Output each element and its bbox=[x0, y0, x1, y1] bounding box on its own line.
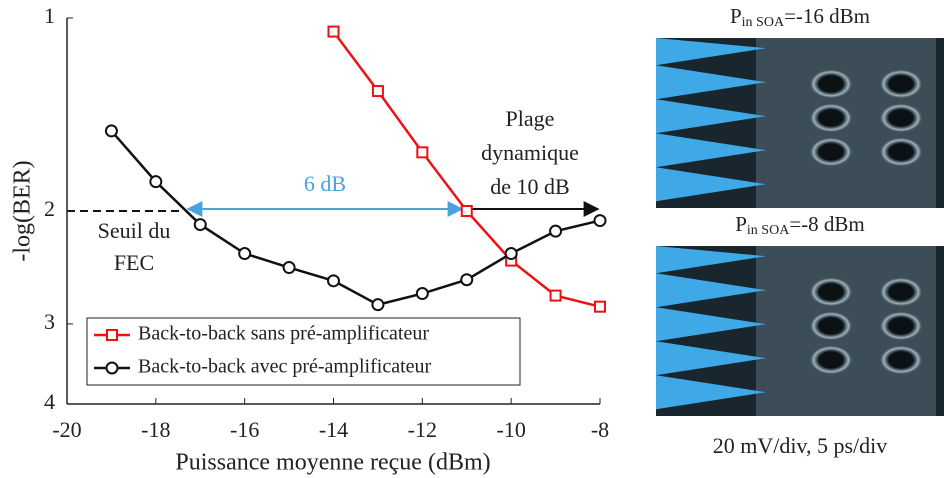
eye-trace bbox=[656, 246, 766, 410]
eye-opening bbox=[809, 68, 853, 99]
marker bbox=[504, 247, 518, 261]
y-tick-label: 2 bbox=[44, 196, 55, 221]
range-label: de 10 dB bbox=[490, 174, 569, 199]
x-tick-label: -16 bbox=[230, 417, 259, 442]
eye-trace bbox=[656, 38, 766, 202]
legend-marker bbox=[105, 361, 119, 375]
eye-opening bbox=[879, 310, 923, 341]
marker bbox=[193, 218, 207, 232]
eye-opening bbox=[879, 102, 923, 133]
marker bbox=[327, 274, 340, 288]
marker bbox=[149, 175, 163, 189]
eye-opening bbox=[809, 276, 853, 307]
y-tick-label: 3 bbox=[44, 309, 55, 334]
eye-label-part: in SOA bbox=[747, 223, 790, 238]
series-line bbox=[110, 130, 601, 307]
eye-label: Pin SOA=-8 dBm bbox=[735, 212, 865, 238]
x-tick-label: -18 bbox=[141, 417, 170, 442]
legend-box bbox=[86, 317, 521, 386]
eye-opening bbox=[809, 310, 853, 341]
marker bbox=[104, 124, 118, 138]
fec-label: FEC bbox=[114, 250, 154, 275]
eye-label-part: =-16 dBm bbox=[784, 4, 870, 28]
y-tick-label: 4 bbox=[44, 389, 55, 414]
range-label: Plage bbox=[506, 106, 555, 131]
marker bbox=[460, 273, 474, 287]
fec-label: Seuil du bbox=[98, 218, 171, 243]
x-tick-label: -10 bbox=[497, 417, 526, 442]
x-tick-label: -8 bbox=[591, 417, 609, 442]
eye-label-part: P bbox=[730, 4, 742, 28]
x-axis-label: Puissance moyenne reçue (dBm) bbox=[175, 450, 490, 476]
eye-opening bbox=[879, 136, 923, 167]
eye-label-part: in SOA bbox=[742, 15, 785, 30]
marker bbox=[416, 146, 429, 159]
marker bbox=[549, 224, 563, 238]
x-tick-label: -14 bbox=[319, 417, 348, 442]
marker bbox=[549, 289, 562, 302]
marker bbox=[282, 261, 296, 275]
marker bbox=[371, 298, 385, 312]
gap-label: 6 dB bbox=[304, 171, 346, 196]
eye-caption: 20 mV/div, 5 ps/div bbox=[713, 433, 888, 458]
plot: -20 -18 -16 -14 -12 -10 -8 1 2 3 4 bbox=[44, 3, 609, 442]
marker bbox=[594, 300, 606, 313]
eye-label-part: P bbox=[735, 212, 747, 236]
legend-marker bbox=[106, 329, 118, 341]
marker bbox=[371, 85, 384, 98]
series-line bbox=[332, 30, 601, 308]
y-axis-label: -log(BER) bbox=[10, 160, 36, 261]
eye-opening bbox=[879, 68, 923, 99]
legend-label: Back-to-back avec pré-amplificateur bbox=[138, 356, 432, 378]
marker bbox=[415, 287, 429, 301]
eye-opening bbox=[809, 102, 853, 133]
eye-opening bbox=[879, 276, 923, 307]
y-tick-label: 1 bbox=[44, 3, 55, 28]
marker bbox=[327, 25, 340, 38]
x-tick-label: -12 bbox=[408, 417, 437, 442]
marker bbox=[593, 214, 607, 228]
marker bbox=[460, 205, 473, 217]
eye-opening bbox=[809, 344, 853, 375]
legend: Back-to-back sans pré-amplificateur Back-… bbox=[94, 323, 432, 378]
marker bbox=[238, 247, 252, 261]
x-tick-label: -20 bbox=[52, 417, 81, 442]
eye-label-part: =-8 dBm bbox=[789, 212, 864, 236]
eye-opening bbox=[879, 344, 923, 375]
eye-label: Pin SOA=-16 dBm bbox=[730, 4, 870, 30]
range-label: dynamique bbox=[481, 140, 579, 165]
legend-label: Back-to-back sans pré-amplificateur bbox=[138, 323, 429, 345]
eye-opening bbox=[809, 136, 853, 167]
